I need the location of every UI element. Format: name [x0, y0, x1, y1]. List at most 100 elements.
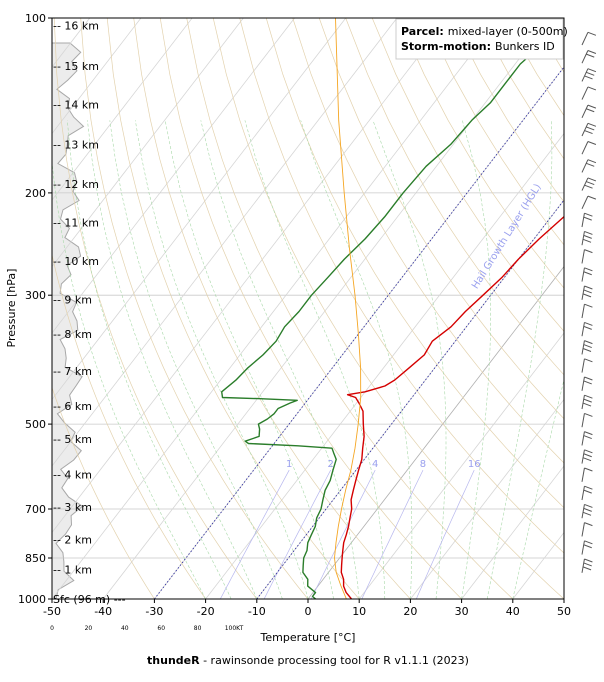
wind-barb-staff — [581, 213, 585, 228]
y-tick-label: 300 — [25, 289, 46, 302]
dry-adiabat — [80, 18, 309, 599]
wind-barb-flag — [586, 53, 595, 58]
wind-barb-staff — [581, 267, 585, 282]
moist-adiabat — [300, 120, 413, 599]
wind-barb-flag — [582, 348, 592, 352]
wind-barb-flag — [582, 238, 592, 243]
y-tick-label: 500 — [25, 418, 46, 431]
wind-barb-staff — [581, 558, 585, 573]
x-tick-label: 0 — [305, 605, 312, 618]
wind-barb-flag — [583, 489, 592, 494]
wind-barb-flag — [587, 141, 597, 145]
wind-barb — [581, 394, 593, 410]
isotherm — [154, 66, 564, 599]
wind-barb — [581, 159, 597, 173]
svg-text:thundeR - rawinsonde processin: thundeR - rawinsonde processing tool for… — [147, 654, 469, 667]
humidity-tick-label: 0 — [50, 625, 54, 632]
dry-adiabat — [186, 18, 514, 599]
wind-barb-flag — [582, 293, 592, 298]
wind-barb-staff — [581, 467, 585, 482]
wind-barb-staff — [581, 141, 589, 155]
wind-barb-staff — [581, 395, 585, 410]
wind-barb-flag — [587, 177, 597, 182]
wind-barb — [581, 321, 593, 337]
isotherm — [410, 398, 564, 599]
moist-adiabat — [52, 160, 206, 599]
footer-title: thundeR — [147, 654, 200, 667]
wind-barb-flag — [584, 230, 593, 235]
height-label: Sfc (96 m) --- — [53, 593, 126, 606]
wind-barb — [581, 485, 593, 501]
wind-barb — [581, 31, 597, 46]
wind-barb-staff — [581, 322, 585, 337]
wind-barb — [581, 503, 593, 519]
dry-adiabat — [371, 18, 564, 332]
dry-adiabat — [133, 18, 411, 599]
height-label: -- 9 km — [53, 293, 92, 306]
wind-barb-staff — [581, 231, 585, 246]
height-label: -- 4 km — [53, 468, 92, 481]
wind-barb-flag — [583, 325, 592, 330]
moist-adiabat — [200, 120, 360, 599]
isotherm — [52, 18, 244, 268]
wind-barb-flag — [586, 162, 595, 167]
wind-barb-flag — [587, 86, 597, 91]
wind-barb-staff — [581, 376, 585, 391]
wind-barb-flag — [583, 398, 592, 403]
mixing-ratio-line — [361, 469, 424, 599]
wind-barb-flag — [584, 412, 593, 417]
isotherm — [52, 18, 193, 201]
y-tick-label: 100 — [25, 12, 46, 25]
wind-barb-staff — [581, 86, 589, 100]
dry-adiabat — [398, 18, 564, 289]
wind-barb-staff — [581, 68, 589, 82]
dry-adiabat — [584, 18, 604, 599]
moist-adiabat — [135, 120, 309, 599]
mixing-ratio-label: 2 — [327, 459, 333, 470]
wind-barb-staff — [581, 413, 585, 428]
wind-barb — [581, 431, 593, 446]
wind-barb-flag — [584, 522, 593, 527]
wind-barb-flag — [583, 453, 592, 458]
dewpoint-line — [220, 21, 564, 599]
wind-barb-flag — [584, 267, 593, 272]
wind-barb-flag — [584, 558, 593, 563]
wind-barb-flag — [587, 159, 597, 164]
isotherm — [512, 531, 564, 599]
dry-adiabat — [424, 18, 564, 246]
x-tick-label: -30 — [145, 605, 163, 618]
x-tick-label: 40 — [506, 605, 520, 618]
wind-barb-flag — [587, 104, 597, 109]
wind-barb — [581, 104, 597, 119]
height-label: -- 5 km — [53, 433, 92, 446]
wind-barb-flag — [584, 376, 593, 381]
y-tick-label: 200 — [25, 187, 46, 200]
wind-barb-flag — [584, 303, 593, 308]
height-label: -- 14 km — [53, 99, 99, 112]
wind-barb-staff — [581, 358, 585, 373]
moist-adiabat — [244, 120, 386, 599]
temperature-line — [340, 215, 564, 599]
wind-barb-flag — [587, 50, 597, 54]
parcel-label: Parcel: — [401, 25, 444, 38]
mixing-ratio-label: 16 — [468, 459, 481, 470]
isotherm — [52, 18, 295, 334]
isotherm — [52, 18, 347, 401]
wind-barb — [581, 522, 593, 537]
height-label: -- 16 km — [53, 19, 99, 32]
wind-barb — [581, 212, 593, 228]
height-label: -- 11 km — [53, 217, 99, 230]
wind-barb — [581, 449, 593, 464]
wind-barb-flag — [582, 457, 592, 462]
mixing-ratio-label: 1 — [286, 459, 292, 470]
wind-barb-flag — [584, 249, 593, 254]
wind-barb-flag — [584, 485, 593, 490]
moist-adiabat — [512, 378, 564, 599]
height-label: -- 6 km — [53, 400, 92, 413]
wind-barb-flag — [583, 435, 592, 440]
dry-adiabat — [52, 253, 206, 599]
wind-barb-flag — [586, 108, 595, 113]
wind-barb-flag — [584, 75, 593, 80]
y-axis-ticks: 100 200 300 500 700 850 1000 — [18, 12, 52, 606]
info-box-frame — [395, 18, 564, 60]
